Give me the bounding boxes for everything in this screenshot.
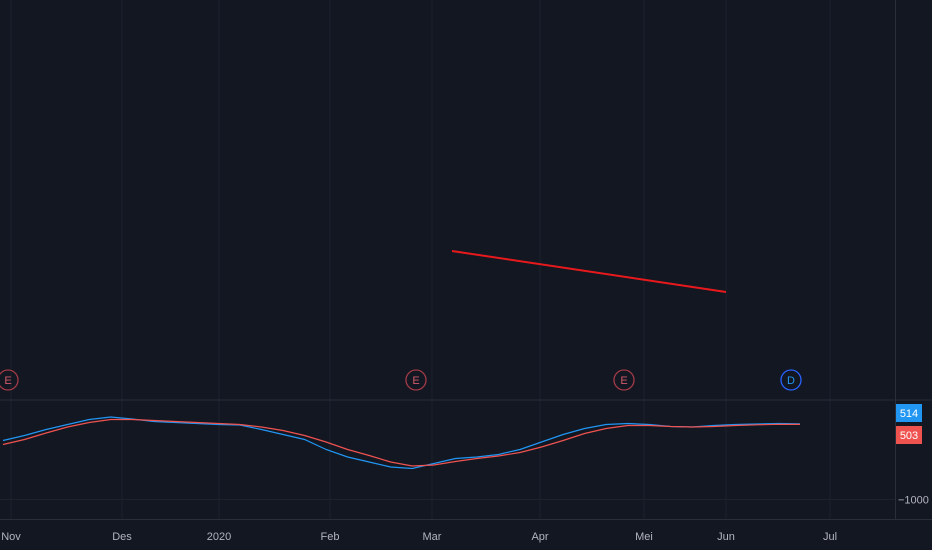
event-marker-label: E [412,375,419,387]
indicator-last-value: 503 [900,430,918,442]
time-tick-label: Feb [321,531,340,543]
earnings-marker[interactable] [613,369,635,391]
trendline[interactable] [451,250,727,293]
indicator-axis[interactable]: −1000 514 503 [896,404,929,507]
time-tick-label: Des [112,531,132,543]
time-tick-label: Jun [717,531,735,543]
time-tick-label: Mei [635,531,653,543]
event-marker-label: E [620,375,627,387]
earnings-marker[interactable] [0,369,19,391]
indicator-last-value-tag [896,426,922,444]
indicator-tick-label: −1000 [898,495,929,507]
indicator-lines [2,416,801,470]
time-axis[interactable]: Nov Des 2020 Feb Mar Apr Mei Jun Jul [1,531,837,543]
indicator-last-value: 514 [900,408,918,420]
time-grid [10,0,831,519]
time-tick-label: Nov [1,531,21,543]
earnings-marker[interactable] [405,369,427,391]
event-marker-label: E [4,375,11,387]
indicator-line-red [2,418,801,467]
indicator-pane[interactable] [0,416,895,500]
dividend-marker[interactable] [780,369,802,391]
event-marker-label: D [787,375,795,387]
time-tick-label: Jul [823,531,837,543]
indicator-last-value-tag [896,404,922,422]
time-tick-label: 2020 [207,531,231,543]
time-tick-label: Mar [423,531,442,543]
trendline-layer[interactable] [451,250,727,293]
time-tick-label: Apr [531,531,548,543]
